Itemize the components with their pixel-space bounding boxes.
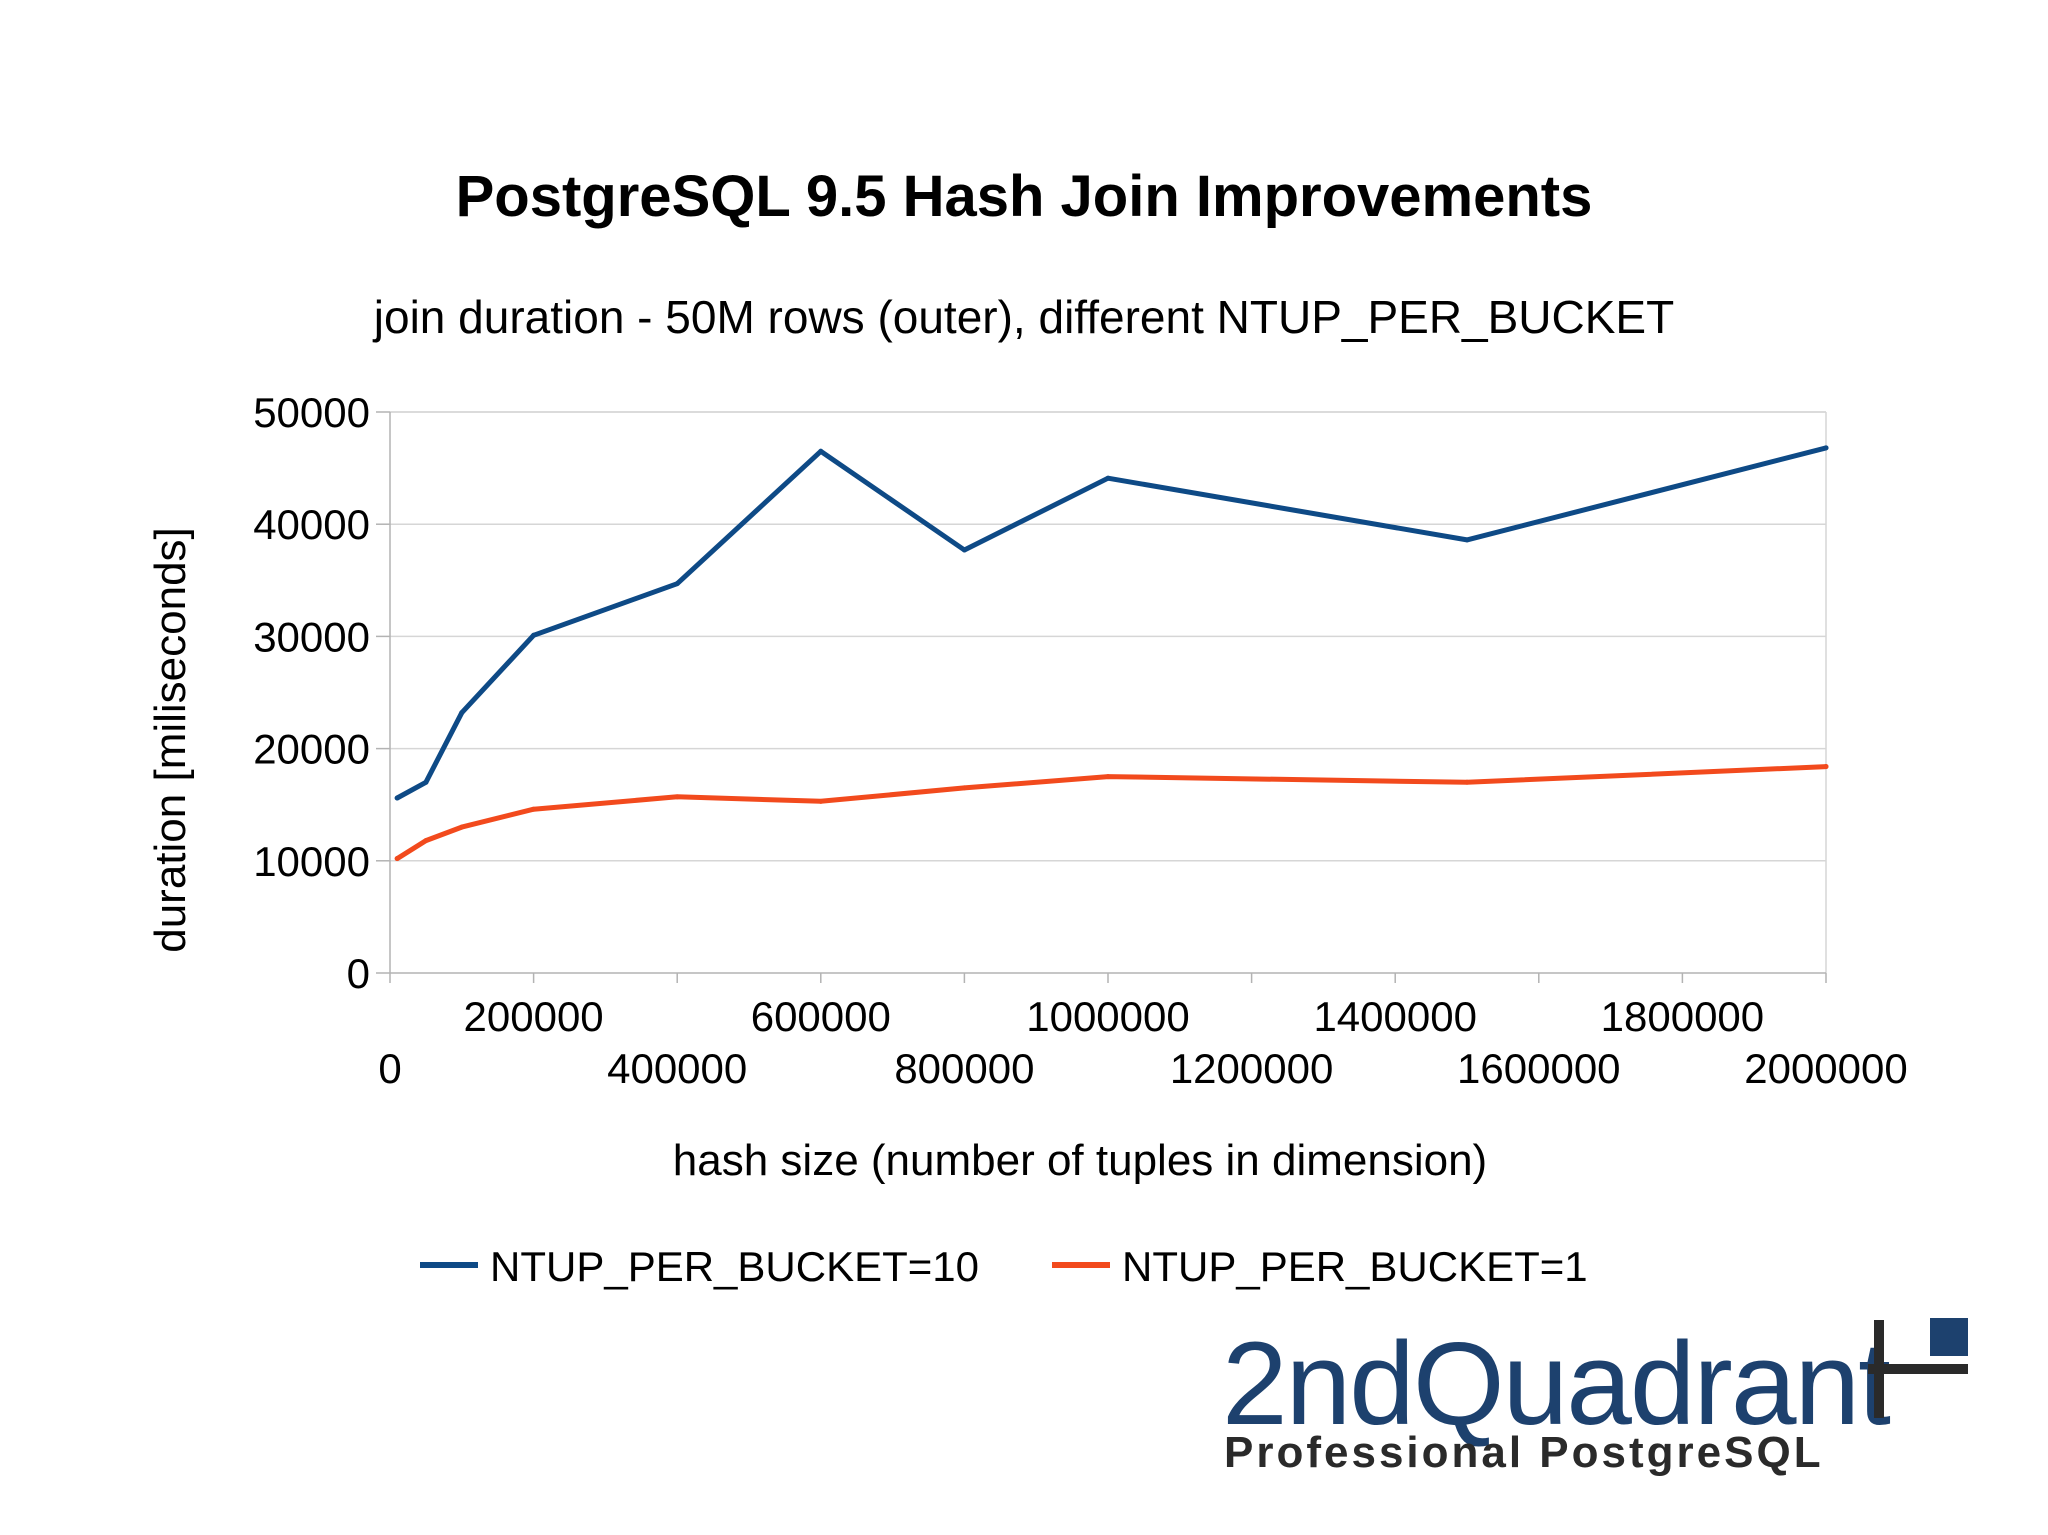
x-tick-label: 1200000 [1170,1045,1334,1092]
x-axis-label: hash size (number of tuples in dimension… [673,1136,1487,1185]
legend-label-ntup-1: NTUP_PER_BUCKET=1 [1122,1243,1588,1290]
x-tick-label: 1600000 [1457,1045,1621,1092]
data-point [961,547,967,553]
tick-labels: 0 10000 20000 30000 40000 50000 200000 600000 10… [253,389,1908,1092]
data-point [459,710,465,716]
data-point [531,806,537,812]
x-tick-label: 600000 [751,993,891,1040]
x-tick-label: 1400000 [1313,993,1477,1040]
y-tick-label: 30000 [253,613,370,660]
data-point [394,795,400,801]
y-axis-label: duration [miliseconds] [146,527,195,953]
y-tick-label: 50000 [253,389,370,436]
chart-subtitle: join duration - 50M rows (outer), differ… [372,291,1674,343]
gridlines [390,411,1827,973]
series-line-0 [394,445,1829,801]
data-point [394,856,400,862]
data-point [1105,475,1111,481]
chart-title: PostgreSQL 9.5 Hash Join Improvements [456,164,1593,229]
x-tick-label: 200000 [464,993,604,1040]
x-tick-label: 2000000 [1744,1045,1908,1092]
data-point [531,632,537,638]
data-point [1823,445,1829,451]
y-tick-label: 20000 [253,726,370,773]
plot-area [394,445,1829,862]
data-point [459,824,465,830]
company-logo: 2ndQuadrant Professional PostgreSQL [1222,1318,1968,1477]
logo-plus-icon [1868,1318,1968,1418]
x-tick-label: 800000 [894,1045,1034,1092]
data-point [818,798,824,804]
data-point [674,581,680,587]
axes [376,411,1827,983]
legend: NTUP_PER_BUCKET=10 NTUP_PER_BUCKET=1 [420,1243,1588,1290]
data-point [1823,764,1829,770]
logo-wordmark: 2ndQuadrant [1222,1318,1890,1450]
data-point [1464,779,1470,785]
data-point [674,794,680,800]
x-tick-label: 1800000 [1601,993,1765,1040]
y-tick-label: 40000 [253,501,370,548]
x-tick-label: 400000 [607,1045,747,1092]
y-tick-label: 0 [347,950,370,997]
series-line-1 [394,764,1829,862]
data-point [423,779,429,785]
data-point [818,448,824,454]
data-point [423,838,429,844]
legend-label-ntup-10: NTUP_PER_BUCKET=10 [490,1243,979,1290]
logo-tagline: Professional PostgreSQL [1224,1428,1824,1477]
y-tick-label: 10000 [253,838,370,885]
data-point [961,785,967,791]
x-tick-label: 0 [378,1045,401,1092]
x-tick-label: 1000000 [1026,993,1190,1040]
data-point [1105,774,1111,780]
data-point [1464,537,1470,543]
